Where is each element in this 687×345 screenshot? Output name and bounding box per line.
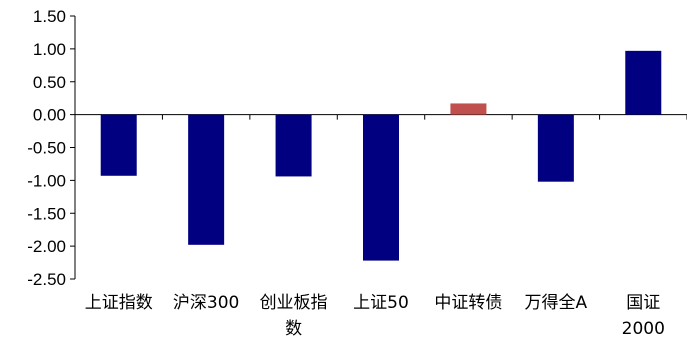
- x-category-label: 创业板指: [260, 293, 328, 313]
- x-category-label: 沪深300: [173, 293, 239, 313]
- bar: [537, 114, 574, 182]
- bars: [100, 50, 662, 261]
- y-tick-label: -2.50: [27, 270, 66, 289]
- y-tick-label: 1.00: [33, 40, 66, 59]
- y-tick-label: -2.00: [27, 237, 66, 256]
- bar: [450, 103, 487, 115]
- y-tick-label: 0.50: [33, 73, 66, 92]
- bar: [100, 114, 137, 176]
- x-category-label: 上证指数: [85, 293, 153, 313]
- x-category-label: 上证50: [353, 293, 409, 313]
- x-category-label: 万得全A: [525, 293, 588, 313]
- bar: [188, 114, 225, 245]
- x-category-label: 国证: [626, 293, 660, 313]
- y-tick-label: 1.50: [33, 7, 66, 26]
- x-category-label: 中证转债: [434, 293, 502, 313]
- bar: [363, 114, 399, 261]
- x-category-label: 数: [285, 319, 302, 339]
- y-tick-label: 0.00: [33, 106, 66, 125]
- y-axis: 1.50 1.00 0.50 0.00 -0.50 -1.00 -1.50 -2.00 -2.5…: [27, 7, 687, 289]
- y-tick-label: -1.50: [27, 204, 66, 223]
- bar: [625, 50, 662, 115]
- y-tick-label: -0.50: [27, 139, 66, 158]
- y-tick-label: -1.00: [27, 171, 66, 190]
- bar: [275, 114, 312, 177]
- x-category-label: 2000: [622, 319, 665, 339]
